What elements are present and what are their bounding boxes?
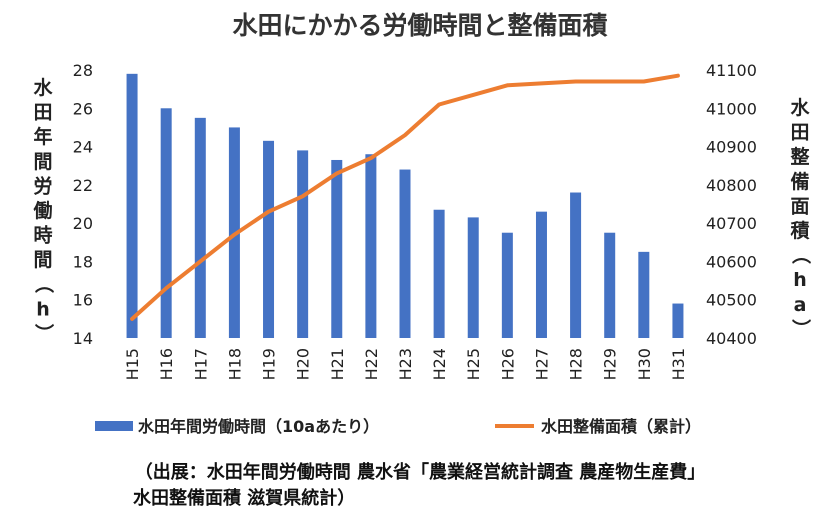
x-tick-H25: H25 xyxy=(464,348,483,380)
x-tick-H26: H26 xyxy=(498,348,517,380)
x-tick-H23: H23 xyxy=(396,348,415,380)
x-tick-H19: H19 xyxy=(260,348,279,380)
bar-H21 xyxy=(331,159,343,338)
y-tick-right-40800: 40800 xyxy=(706,176,757,195)
legend-swatch-bars xyxy=(95,421,133,431)
y-tick-right-40500: 40500 xyxy=(706,291,757,310)
y-tick-right-40900: 40900 xyxy=(706,138,757,157)
y-tick-right-40400: 40400 xyxy=(706,329,757,348)
legend-label-line: 水田整備面積（累計） xyxy=(541,417,701,436)
y-axis-label-paren: （ xyxy=(790,245,813,264)
bar-series xyxy=(126,73,684,339)
y-tick-left-28: 28 xyxy=(73,61,93,80)
y-tick-left-24: 24 xyxy=(73,138,93,157)
bar-H28 xyxy=(570,192,582,338)
x-tick-H17: H17 xyxy=(191,348,210,380)
x-tick-H18: H18 xyxy=(225,348,244,380)
y-tick-left-20: 20 xyxy=(73,214,93,233)
legend: 水田年間労働時間（10aあたり） 水田整備面積（累計） xyxy=(95,417,701,436)
y-tick-right-40700: 40700 xyxy=(706,214,757,233)
y-tick-left-26: 26 xyxy=(73,99,93,118)
y-tick-left-18: 18 xyxy=(73,252,93,271)
y-tick-left-16: 16 xyxy=(73,291,93,310)
x-tick-H21: H21 xyxy=(328,348,347,380)
bar-H30 xyxy=(638,251,650,338)
y-axis-label-paren: ） xyxy=(33,323,56,342)
y-tick-left-14: 14 xyxy=(73,329,93,348)
y-tick-left-22: 22 xyxy=(73,176,93,195)
bar-H19 xyxy=(263,140,275,338)
bar-H15 xyxy=(126,73,138,338)
bar-H22 xyxy=(365,154,377,338)
y-tick-right-41000: 41000 xyxy=(706,99,757,118)
x-tick-H27: H27 xyxy=(532,348,551,380)
source-note-line2: 水田整備面積 滋賀県統計） xyxy=(133,488,356,509)
line-area-total xyxy=(130,73,680,321)
bar-H24 xyxy=(433,209,445,338)
bar-H16 xyxy=(160,108,172,339)
bar-H26 xyxy=(501,232,513,338)
chart-title: 水田にかかる労働時間と整備面積 xyxy=(232,11,607,40)
bar-H29 xyxy=(604,232,616,338)
y-axis-label-paren: （ xyxy=(33,274,56,293)
x-tick-H28: H28 xyxy=(567,348,586,380)
x-tick-H30: H30 xyxy=(635,348,654,380)
bar-H17 xyxy=(194,117,206,338)
bar-H27 xyxy=(535,211,547,338)
x-tick-H29: H29 xyxy=(601,348,620,380)
y-axis-label-paren: ） xyxy=(790,319,813,338)
left-axis-ticks: 14 16 18 20 22 24 26 28 xyxy=(73,61,93,348)
x-tick-H20: H20 xyxy=(294,348,313,380)
y-axis-label-left: 水田年間労働時間 h xyxy=(32,77,53,320)
y-tick-right-41100: 41100 xyxy=(706,61,757,80)
x-tick-H16: H16 xyxy=(157,348,176,380)
legend-label-bars: 水田年間労働時間（10aあたり） xyxy=(138,417,379,436)
y-tick-right-40600: 40600 xyxy=(706,252,757,271)
line-series xyxy=(130,73,680,321)
bar-H31 xyxy=(672,303,684,338)
bar-H25 xyxy=(467,217,479,338)
x-tick-H15: H15 xyxy=(123,348,142,380)
x-tick-H31: H31 xyxy=(669,348,688,380)
x-tick-H24: H24 xyxy=(430,348,449,380)
x-axis-ticks: H15 H16 H17 H18 H19 H20 H21 H22 H23 H24 H25 H26 H27 H… xyxy=(123,348,688,380)
bar-H20 xyxy=(297,150,309,338)
source-note-line1: （出展：水田年間労働時間 農水省「農業経営統計調査 農産物生産費」 xyxy=(134,462,706,483)
bar-H23 xyxy=(399,169,411,338)
x-tick-H22: H22 xyxy=(362,348,381,380)
right-axis-ticks: 40400 40500 40600 40700 40800 40900 41000 41100 xyxy=(706,61,757,348)
y-axis-label-right: 水田整備面積 h a xyxy=(790,97,810,316)
